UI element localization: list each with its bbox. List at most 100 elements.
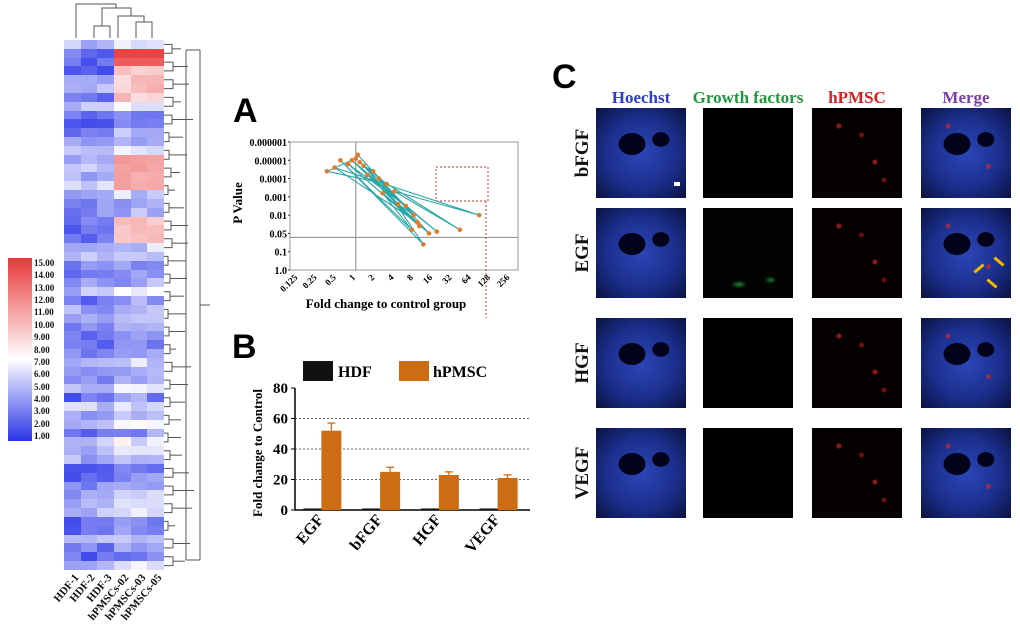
heatmap-cell [80, 410, 98, 420]
heatmap-cell [130, 393, 148, 403]
heatmap-cell [80, 101, 98, 111]
heatmap-cell [64, 207, 81, 217]
heatmap-cell [130, 260, 148, 270]
heatmap-cell [64, 198, 81, 208]
volcano-y-tick: 0.0001 [260, 175, 288, 186]
heatmap-cell [64, 349, 81, 358]
heatmap-cell [113, 410, 131, 420]
heatmap-cell [147, 163, 164, 173]
heatmap-cell [113, 437, 131, 447]
heatmap-cell [147, 66, 164, 76]
heatmap-cell [147, 331, 164, 341]
heatmap-cell [130, 561, 148, 570]
heatmap-cell [147, 402, 164, 411]
bar-hpmsc-egf [321, 430, 342, 510]
heatmap-cell [130, 340, 148, 350]
heatmap-cell [147, 287, 164, 297]
heatmap-cell [113, 472, 131, 482]
volcano-point [434, 229, 440, 234]
legend-tick-label: 1.00 [34, 431, 50, 441]
heatmap-cell [97, 437, 114, 447]
heatmap-cell [80, 499, 98, 509]
heatmap-cell [130, 375, 148, 385]
heatmap-cell [113, 366, 131, 376]
heatmap-cell [80, 84, 98, 93]
heatmap-cell [130, 57, 148, 67]
heatmap-cell [80, 40, 98, 49]
heatmap-cell [130, 490, 148, 500]
heatmap-cell [147, 190, 164, 199]
heatmap-cell [113, 304, 131, 314]
volcano-point [457, 227, 463, 233]
scale-bar [674, 182, 680, 186]
heatmap-cell [130, 472, 148, 482]
heatmap-cell [113, 243, 131, 252]
heatmap-cell [130, 92, 148, 102]
heatmap-cell [147, 340, 164, 350]
volcano-plot: P Value 0.0000010.000010.00010.0010.010.… [230, 138, 519, 318]
volcano-point [384, 181, 389, 187]
heatmap-cell [80, 304, 98, 314]
heatmap-cell [97, 190, 114, 199]
heatmap-cell [147, 304, 164, 314]
heatmap-cell [97, 499, 114, 509]
heatmap-cell [97, 84, 114, 93]
heatmap-cell [97, 119, 114, 129]
heatmap-cell [80, 145, 98, 155]
heatmap-cell [64, 110, 81, 120]
heatmap-cell [130, 154, 148, 164]
heatmap-cell [80, 207, 98, 217]
volcano-x-tick: 8 [405, 272, 416, 283]
heatmap-cell [130, 243, 148, 252]
heatmap-cell [64, 419, 81, 429]
heatmap-cell [130, 181, 148, 191]
heatmap-dendrogram-right [164, 43, 210, 567]
volcano-xlabel: Fold change to control group [306, 296, 467, 311]
heatmap-cell [147, 260, 164, 270]
heatmap-cell [147, 48, 164, 58]
heatmap-cell [64, 40, 81, 49]
bar-x-label: HGF [410, 511, 445, 549]
heatmap-cell [130, 234, 148, 244]
heatmap-cell [147, 499, 164, 509]
heatmap-cell [97, 269, 114, 279]
heatmap-cell [130, 304, 148, 314]
heatmap-cell [80, 552, 98, 562]
heatmap-cell [113, 207, 131, 217]
heatmap-cell [97, 287, 114, 297]
bar-y-ticks: 0 20 40 60 80 [273, 381, 295, 519]
heatmap-cell [97, 40, 114, 49]
heatmap-cell [64, 84, 81, 93]
micrograph-bfgf-growth-factors [703, 108, 793, 198]
heatmap-cell [80, 163, 98, 173]
heatmap-cell [113, 534, 131, 544]
micrograph-egf-hpmsc [812, 208, 902, 298]
legend-tick-label: 4.00 [34, 393, 50, 404]
heatmap-cell [147, 561, 164, 570]
volcano-y-tick: 0.000001 [250, 138, 288, 149]
volcano-series-lines [325, 154, 480, 245]
heatmap-cell [80, 287, 98, 297]
heatmap-cell [97, 92, 114, 102]
heatmap-cell [80, 48, 98, 58]
heatmap-cell [80, 216, 98, 226]
heatmap-cell [97, 472, 114, 482]
volcano-point [409, 227, 415, 233]
heatmap-cell [147, 154, 164, 164]
bar-x-label: bFGF [347, 511, 386, 553]
micrograph-hgf-hoechst [596, 318, 686, 408]
volcano-points [324, 152, 482, 247]
micrograph-vegf-merge [921, 428, 1011, 518]
legend-tick-label: 11.00 [34, 307, 54, 318]
heatmap-cell [147, 181, 164, 191]
heatmap-cell [113, 48, 131, 58]
heatmap-cell [97, 48, 114, 58]
heatmap-cell [147, 119, 164, 129]
heatmap-cell [80, 543, 98, 553]
heatmap-cell [113, 349, 131, 358]
heatmap-cell [147, 410, 164, 420]
volcano-point [324, 168, 330, 174]
heatmap-cell [147, 269, 164, 279]
heatmap-cell [80, 508, 98, 517]
heatmap-cell [97, 110, 114, 120]
